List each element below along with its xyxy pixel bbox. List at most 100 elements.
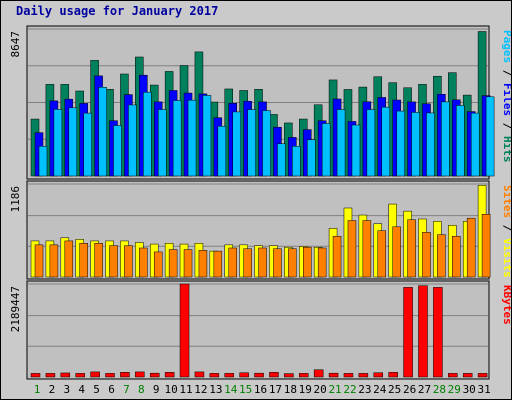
bar-kbytes	[433, 287, 443, 378]
bar-kbytes	[403, 287, 413, 378]
bar-pages	[396, 110, 405, 177]
bar-pages	[351, 124, 361, 177]
x-tick-label: 21	[328, 383, 341, 396]
x-tick-label: 24	[373, 383, 387, 396]
bar-pages	[38, 145, 48, 177]
bar-kbytes	[313, 369, 324, 378]
x-tick-label: 20	[314, 383, 327, 396]
bar-pages	[143, 91, 152, 177]
bar-sites	[452, 235, 461, 278]
bar-kbytes	[418, 285, 428, 378]
axis-label-part: /	[501, 218, 511, 238]
bar-kbytes	[448, 373, 458, 378]
bar-sites	[94, 243, 103, 278]
bar-sites	[392, 226, 401, 278]
bar-pages	[366, 109, 376, 177]
x-tick-label: 6	[108, 383, 115, 396]
bar-sites	[422, 232, 431, 278]
panel-middle: 1186 Sites / Visits	[9, 180, 511, 280]
bar-sites	[317, 247, 327, 278]
bar-kbytes	[135, 371, 145, 378]
bar-kbytes	[30, 373, 41, 378]
bar-sites	[198, 250, 208, 278]
bar-pages	[277, 143, 286, 177]
bar-kbytes	[224, 373, 234, 378]
x-tick-label: 10	[165, 383, 178, 396]
bar-sites	[437, 234, 446, 278]
bar-sites	[183, 249, 193, 278]
bar-pages	[470, 112, 480, 177]
panel-bottom: 2189447 KBytes	[9, 280, 511, 380]
bar-sites	[362, 220, 372, 278]
bar-kbytes	[239, 372, 249, 378]
bar-pages	[232, 111, 241, 177]
x-tick-label: 31	[477, 383, 490, 396]
bar-pages	[172, 100, 182, 177]
bar-pages	[456, 105, 465, 177]
bar-sites	[64, 240, 74, 278]
x-tick-label: 17	[269, 383, 282, 396]
bar-kbytes	[358, 373, 369, 378]
bar-pages	[426, 112, 435, 177]
bar-sites	[168, 249, 178, 278]
bar-kbytes	[299, 373, 309, 378]
bar-pages	[202, 95, 212, 177]
x-tick-label: 30	[463, 383, 476, 396]
bar-kbytes	[328, 372, 339, 378]
bar-pages	[411, 112, 420, 177]
bar-pages	[292, 145, 301, 177]
bar-sites	[377, 230, 387, 278]
bar-kbytes	[120, 372, 130, 378]
series-axis-label: Pages / Files / Hits	[501, 30, 511, 163]
x-tick-label: 12	[194, 383, 207, 396]
bar-sites	[213, 250, 223, 278]
bar-sites	[34, 244, 44, 278]
x-tick-label: 5	[93, 383, 100, 396]
bar-pages	[83, 112, 92, 177]
x-tick-label: 25	[388, 383, 401, 396]
y-max-label: 1186	[9, 186, 22, 213]
bar-sites	[79, 243, 88, 278]
bar-sites	[258, 247, 267, 278]
x-tick-label: 18	[284, 383, 297, 396]
x-tick-label: 28	[433, 383, 446, 396]
x-tick-label: 1	[34, 383, 41, 396]
bar-sites	[332, 235, 342, 278]
x-tick-label: 9	[153, 383, 160, 396]
x-tick-label: 14	[224, 383, 238, 396]
bar-sites	[481, 214, 491, 278]
x-tick-label: 22	[343, 383, 356, 396]
chart-title: Daily usage for January 2017	[16, 4, 219, 18]
bar-kbytes	[90, 371, 100, 378]
bar-sites	[273, 248, 282, 278]
x-tick-label: 8	[138, 383, 145, 396]
bar-kbytes	[164, 372, 175, 378]
bar-kbytes	[179, 283, 190, 378]
x-tick-label: 26	[403, 383, 416, 396]
bar-sites	[243, 248, 252, 278]
bar-sites	[466, 217, 476, 278]
bar-pages	[321, 123, 331, 177]
bar-pages	[307, 139, 316, 177]
y-max-label: 8647	[9, 31, 22, 58]
x-tick-label: 11	[179, 383, 192, 396]
x-tick-label: 27	[418, 383, 431, 396]
bar-kbytes	[254, 372, 264, 378]
bar-kbytes	[269, 372, 279, 378]
bar-kbytes	[284, 373, 294, 378]
axis-label-part: Sites	[501, 185, 511, 218]
bar-pages	[157, 109, 167, 177]
bar-kbytes	[388, 372, 398, 378]
x-tick-label: 3	[63, 383, 70, 396]
bar-sites	[153, 251, 163, 278]
x-tick-label: 16	[254, 383, 267, 396]
bar-pages	[113, 125, 122, 177]
bar-kbytes	[209, 373, 220, 378]
axis-label-part: KBytes	[501, 285, 511, 325]
bar-kbytes	[194, 371, 205, 378]
bar-sites	[124, 245, 133, 278]
bar-pages	[53, 109, 63, 177]
bar-kbytes	[45, 373, 56, 378]
x-tick-label: 13	[209, 383, 222, 396]
bar-pages	[336, 109, 346, 177]
